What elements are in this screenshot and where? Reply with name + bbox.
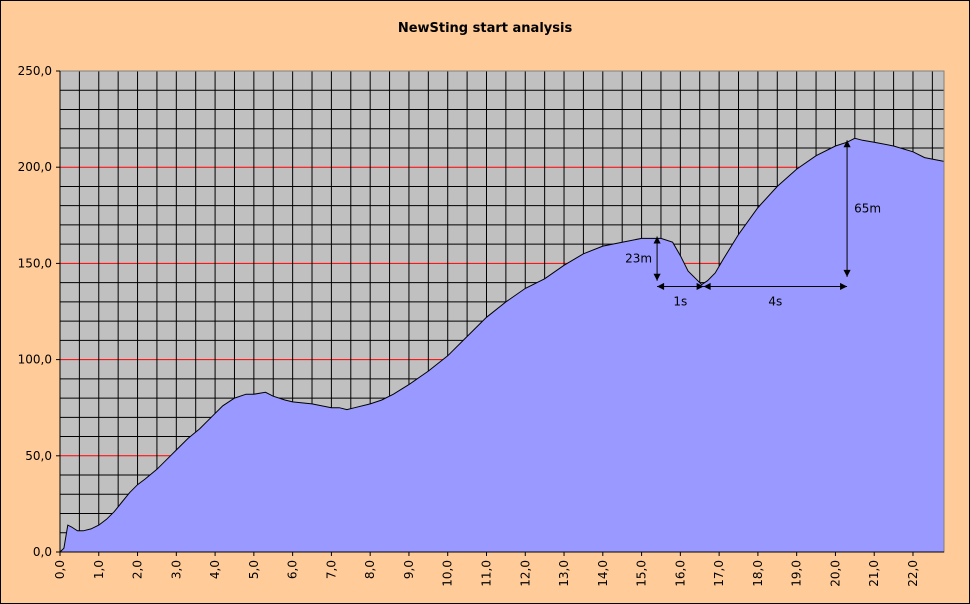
x-tick-label: 19,0 [790,560,804,587]
arrow-head [840,282,848,291]
x-tick-label: 16,0 [673,560,687,587]
x-tick-label: 18,0 [751,560,765,587]
x-tick-label: 17,0 [712,560,726,587]
annotation-label: 23m [625,252,652,266]
x-tick-label: 3,0 [169,560,183,579]
arrow-head [843,140,851,148]
arrow-head [657,282,665,291]
x-tick-label: 8,0 [363,560,377,579]
annotation-label: 1s [673,294,687,308]
x-tick-label: 9,0 [402,560,416,579]
x-tick-label: 1,0 [92,560,106,579]
x-tick-label: 14,0 [596,560,610,587]
x-tick-label: 15,0 [635,560,649,587]
x-tick-label: 10,0 [441,560,455,587]
x-tick-label: 7,0 [324,560,338,579]
x-tick-label: 5,0 [247,560,261,579]
y-tick-label: 250,0 [18,64,52,78]
annotation-label: 65m [854,202,881,216]
area-line [59,137,945,553]
arrow-head [843,269,851,277]
arrow-head [703,282,711,291]
y-tick-label: 150,0 [18,256,52,270]
annotation-label: 4s [768,294,782,308]
arrow-head [653,236,661,244]
x-tick-label: 22,0 [906,560,920,587]
x-tick-label: 4,0 [208,560,222,579]
x-tick-label: 0,0 [53,560,67,579]
x-tick-label: 2,0 [131,560,145,579]
x-tick-label: 6,0 [286,560,300,579]
chart-title: NewSting start analysis [397,21,573,36]
y-tick-label: 100,0 [18,353,52,367]
x-tick-label: 20,0 [828,560,842,587]
arrow-head [653,273,661,281]
area-fill [60,138,944,553]
x-tick-label: 13,0 [557,560,571,587]
arrow-head [696,282,704,291]
x-tick-label: 11,0 [479,560,493,587]
x-tick-label: 12,0 [518,560,532,587]
y-tick-label: 200,0 [18,160,52,174]
x-tick-label: 21,0 [867,560,881,587]
y-tick-label: 50,0 [25,449,52,463]
y-tick-label: 0,0 [33,545,52,559]
